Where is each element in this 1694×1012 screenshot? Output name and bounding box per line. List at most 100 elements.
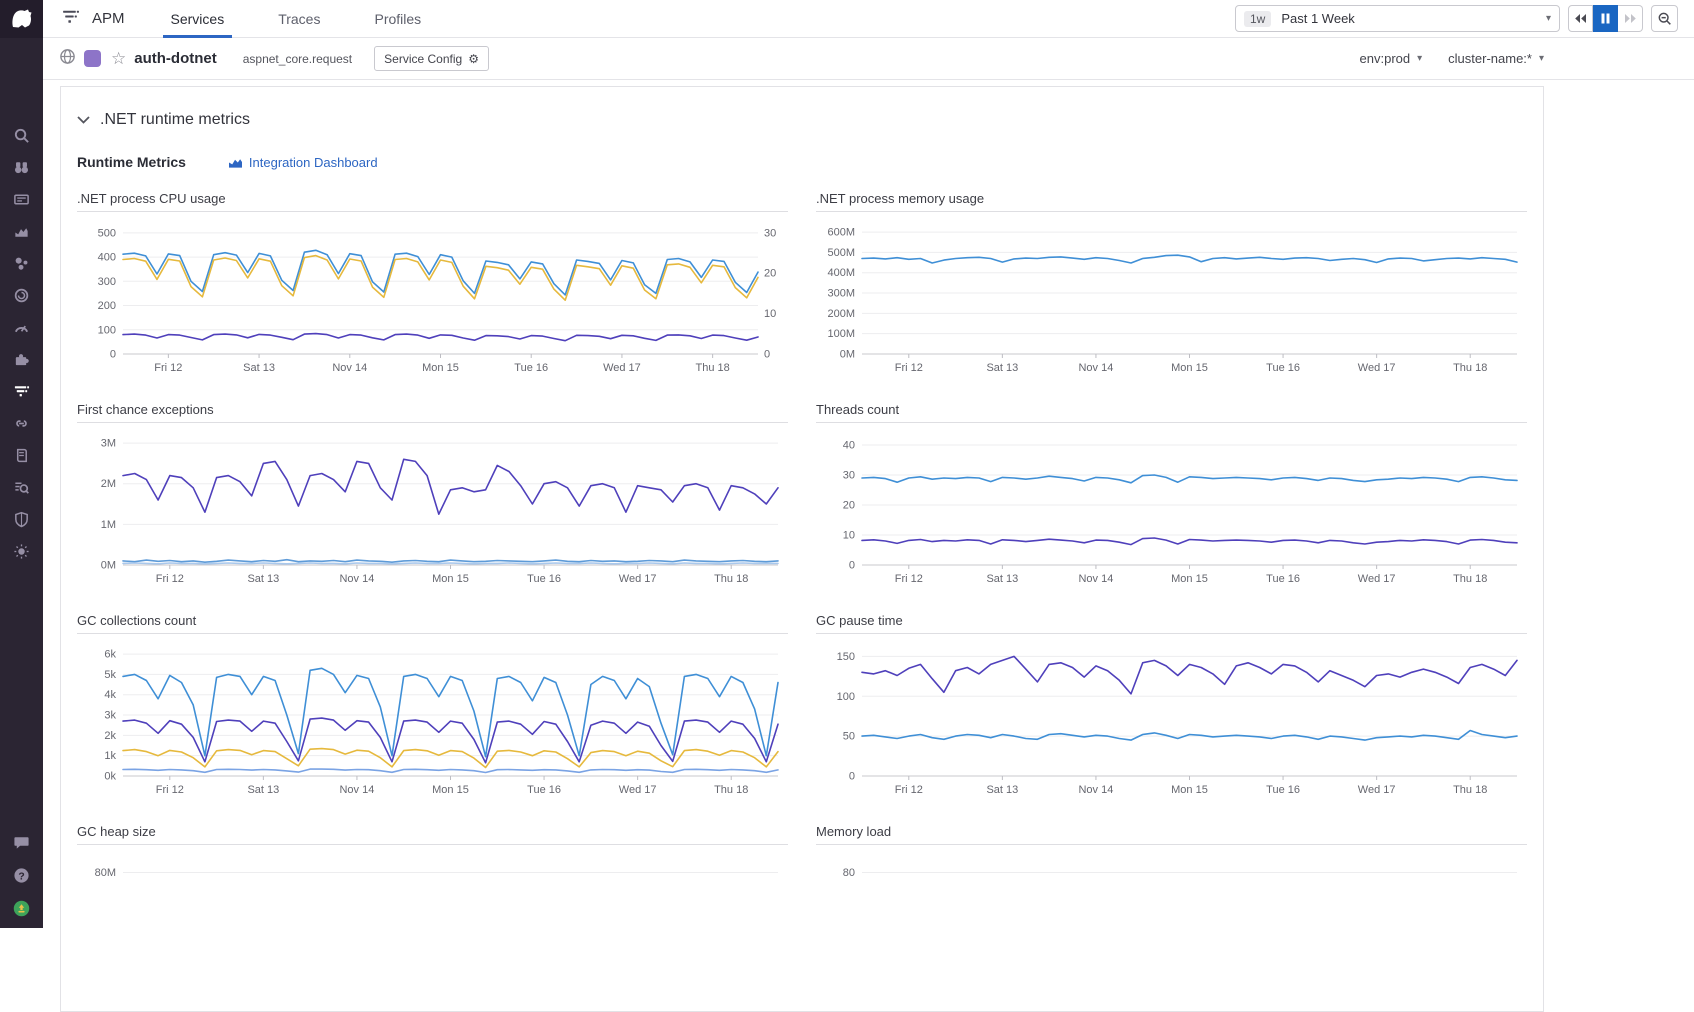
forward-button[interactable] — [1618, 5, 1643, 32]
time-range-selector[interactable]: 1w Past 1 Week ▾ — [1235, 5, 1560, 32]
svg-text:10: 10 — [764, 308, 776, 320]
top-navigation-bar: APM Services Traces Profiles 1w Past 1 W… — [43, 0, 1694, 38]
env-filter-dropdown[interactable]: env:prod ▾ — [1360, 51, 1423, 66]
runtime-metrics-heading: Runtime Metrics — [77, 154, 186, 170]
svg-text:Wed 17: Wed 17 — [1358, 362, 1396, 374]
upgrade-icon[interactable] — [8, 899, 36, 918]
service-config-button[interactable]: Service Config ⚙ — [374, 46, 489, 71]
svg-text:100: 100 — [837, 691, 855, 703]
svg-text:Thu 18: Thu 18 — [1453, 784, 1487, 796]
svg-text:Tue 16: Tue 16 — [1266, 573, 1300, 585]
service-operation: aspnet_core.request — [243, 52, 352, 66]
dashboards-icon[interactable] — [8, 190, 36, 209]
svg-text:Sat 13: Sat 13 — [986, 573, 1018, 585]
svg-text:Mon 15: Mon 15 — [432, 784, 469, 796]
svg-text:Sat 13: Sat 13 — [986, 784, 1018, 796]
zoom-out-button[interactable] — [1651, 5, 1678, 32]
dashboard-chart-icon — [228, 156, 243, 169]
chart-memory-usage[interactable]: .NET process memory usage 0M100M200M300M… — [816, 191, 1527, 378]
chevron-down-icon: ▾ — [1546, 13, 1551, 24]
svg-text:80: 80 — [843, 867, 855, 879]
chevron-down-icon: ▾ — [1539, 53, 1544, 64]
svg-text:Tue 16: Tue 16 — [527, 784, 561, 796]
apm-icon[interactable] — [8, 382, 36, 401]
chart-first-chance-exceptions[interactable]: First chance exceptions 0M1M2M3MFri 12Sa… — [77, 402, 788, 589]
svg-text:0: 0 — [764, 349, 770, 361]
svg-text:300: 300 — [98, 276, 116, 288]
svg-text:Nov 14: Nov 14 — [1078, 784, 1113, 796]
svg-text:20: 20 — [843, 500, 855, 512]
svg-text:400M: 400M — [827, 267, 855, 279]
events-icon[interactable] — [8, 542, 36, 561]
tab-profiles[interactable]: Profiles — [366, 0, 429, 38]
svg-text:0M: 0M — [840, 349, 855, 361]
svg-text:100: 100 — [98, 324, 116, 336]
rewind-button[interactable] — [1568, 5, 1593, 32]
svg-text:Fri 12: Fri 12 — [154, 362, 182, 374]
chart-title: First chance exceptions — [77, 402, 788, 423]
svg-text:30: 30 — [843, 470, 855, 482]
monitors-icon[interactable] — [8, 286, 36, 305]
integration-dashboard-link[interactable]: Integration Dashboard — [228, 155, 378, 170]
svg-text:Tue 16: Tue 16 — [1266, 784, 1300, 796]
svg-text:Wed 17: Wed 17 — [619, 573, 657, 585]
svg-text:2k: 2k — [104, 730, 116, 742]
chat-icon[interactable] — [8, 833, 36, 852]
app-sidebar: ? — [0, 0, 43, 928]
tab-services[interactable]: Services — [163, 0, 233, 38]
logs-icon[interactable] — [8, 446, 36, 465]
chart-memory-load[interactable]: Memory load 80 — [816, 824, 1527, 1011]
security-icon[interactable] — [8, 510, 36, 529]
svg-text:Nov 14: Nov 14 — [332, 362, 367, 374]
tab-traces[interactable]: Traces — [270, 0, 328, 38]
gear-icon: ⚙ — [468, 52, 479, 66]
search-icon[interactable] — [8, 126, 36, 145]
cluster-filter-dropdown[interactable]: cluster-name:* ▾ — [1448, 51, 1544, 66]
service-map-icon[interactable] — [8, 414, 36, 433]
svg-text:Mon 15: Mon 15 — [1171, 784, 1208, 796]
svg-text:Mon 15: Mon 15 — [432, 573, 469, 585]
svg-text:Mon 15: Mon 15 — [1171, 362, 1208, 374]
chart-cpu-usage[interactable]: .NET process CPU usage 01002003004005000… — [77, 191, 788, 378]
svg-text:150: 150 — [837, 651, 855, 663]
svg-text:Sat 13: Sat 13 — [986, 362, 1018, 374]
svg-text:Wed 17: Wed 17 — [603, 362, 641, 374]
svg-text:500M: 500M — [827, 247, 855, 259]
svg-text:Thu 18: Thu 18 — [1453, 362, 1487, 374]
favorite-star-icon[interactable]: ☆ — [111, 49, 126, 69]
integrations-icon[interactable] — [8, 350, 36, 369]
watchdog-icon[interactable] — [8, 158, 36, 177]
infrastructure-icon[interactable] — [8, 254, 36, 273]
chart-gc-collections-count[interactable]: GC collections count 0k1k2k3k4k5k6kFri 1… — [77, 613, 788, 800]
svg-text:2M: 2M — [101, 478, 116, 490]
svg-text:300M: 300M — [827, 288, 855, 300]
chart-threads-count[interactable]: Threads count 010203040Fri 12Sat 13Nov 1… — [816, 402, 1527, 589]
svg-text:Wed 17: Wed 17 — [619, 784, 657, 796]
svg-text:6k: 6k — [104, 649, 116, 661]
datadog-logo[interactable] — [0, 0, 43, 38]
svg-text:Fri 12: Fri 12 — [895, 784, 923, 796]
svg-text:Nov 14: Nov 14 — [1078, 362, 1113, 374]
chart-gc-heap-size[interactable]: GC heap size 80M — [77, 824, 788, 1011]
service-header: ☆ auth-dotnet aspnet_core.request Servic… — [43, 38, 1694, 80]
svg-text:Thu 18: Thu 18 — [714, 573, 748, 585]
svg-text:50: 50 — [843, 731, 855, 743]
svg-text:Wed 17: Wed 17 — [1358, 784, 1396, 796]
synthetics-icon[interactable] — [8, 318, 36, 337]
svg-text:4k: 4k — [104, 689, 116, 701]
chart-title: Threads count — [816, 402, 1527, 423]
chart-gc-pause-time[interactable]: GC pause time 050100150Fri 12Sat 13Nov 1… — [816, 613, 1527, 800]
svg-text:80M: 80M — [95, 867, 116, 879]
svg-text:Sat 13: Sat 13 — [243, 362, 275, 374]
svg-text:600M: 600M — [827, 227, 855, 239]
pause-button[interactable] — [1593, 5, 1618, 32]
globe-icon — [59, 48, 76, 70]
svg-text:Sat 13: Sat 13 — [247, 573, 279, 585]
help-icon[interactable]: ? — [8, 866, 36, 885]
chevron-down-icon — [77, 111, 90, 129]
svg-text:100M: 100M — [827, 328, 855, 340]
svg-text:Thu 18: Thu 18 — [714, 784, 748, 796]
log-explorer-icon[interactable] — [8, 478, 36, 497]
metrics-icon[interactable] — [8, 222, 36, 241]
section-collapse-toggle[interactable]: .NET runtime metrics — [77, 107, 1527, 133]
